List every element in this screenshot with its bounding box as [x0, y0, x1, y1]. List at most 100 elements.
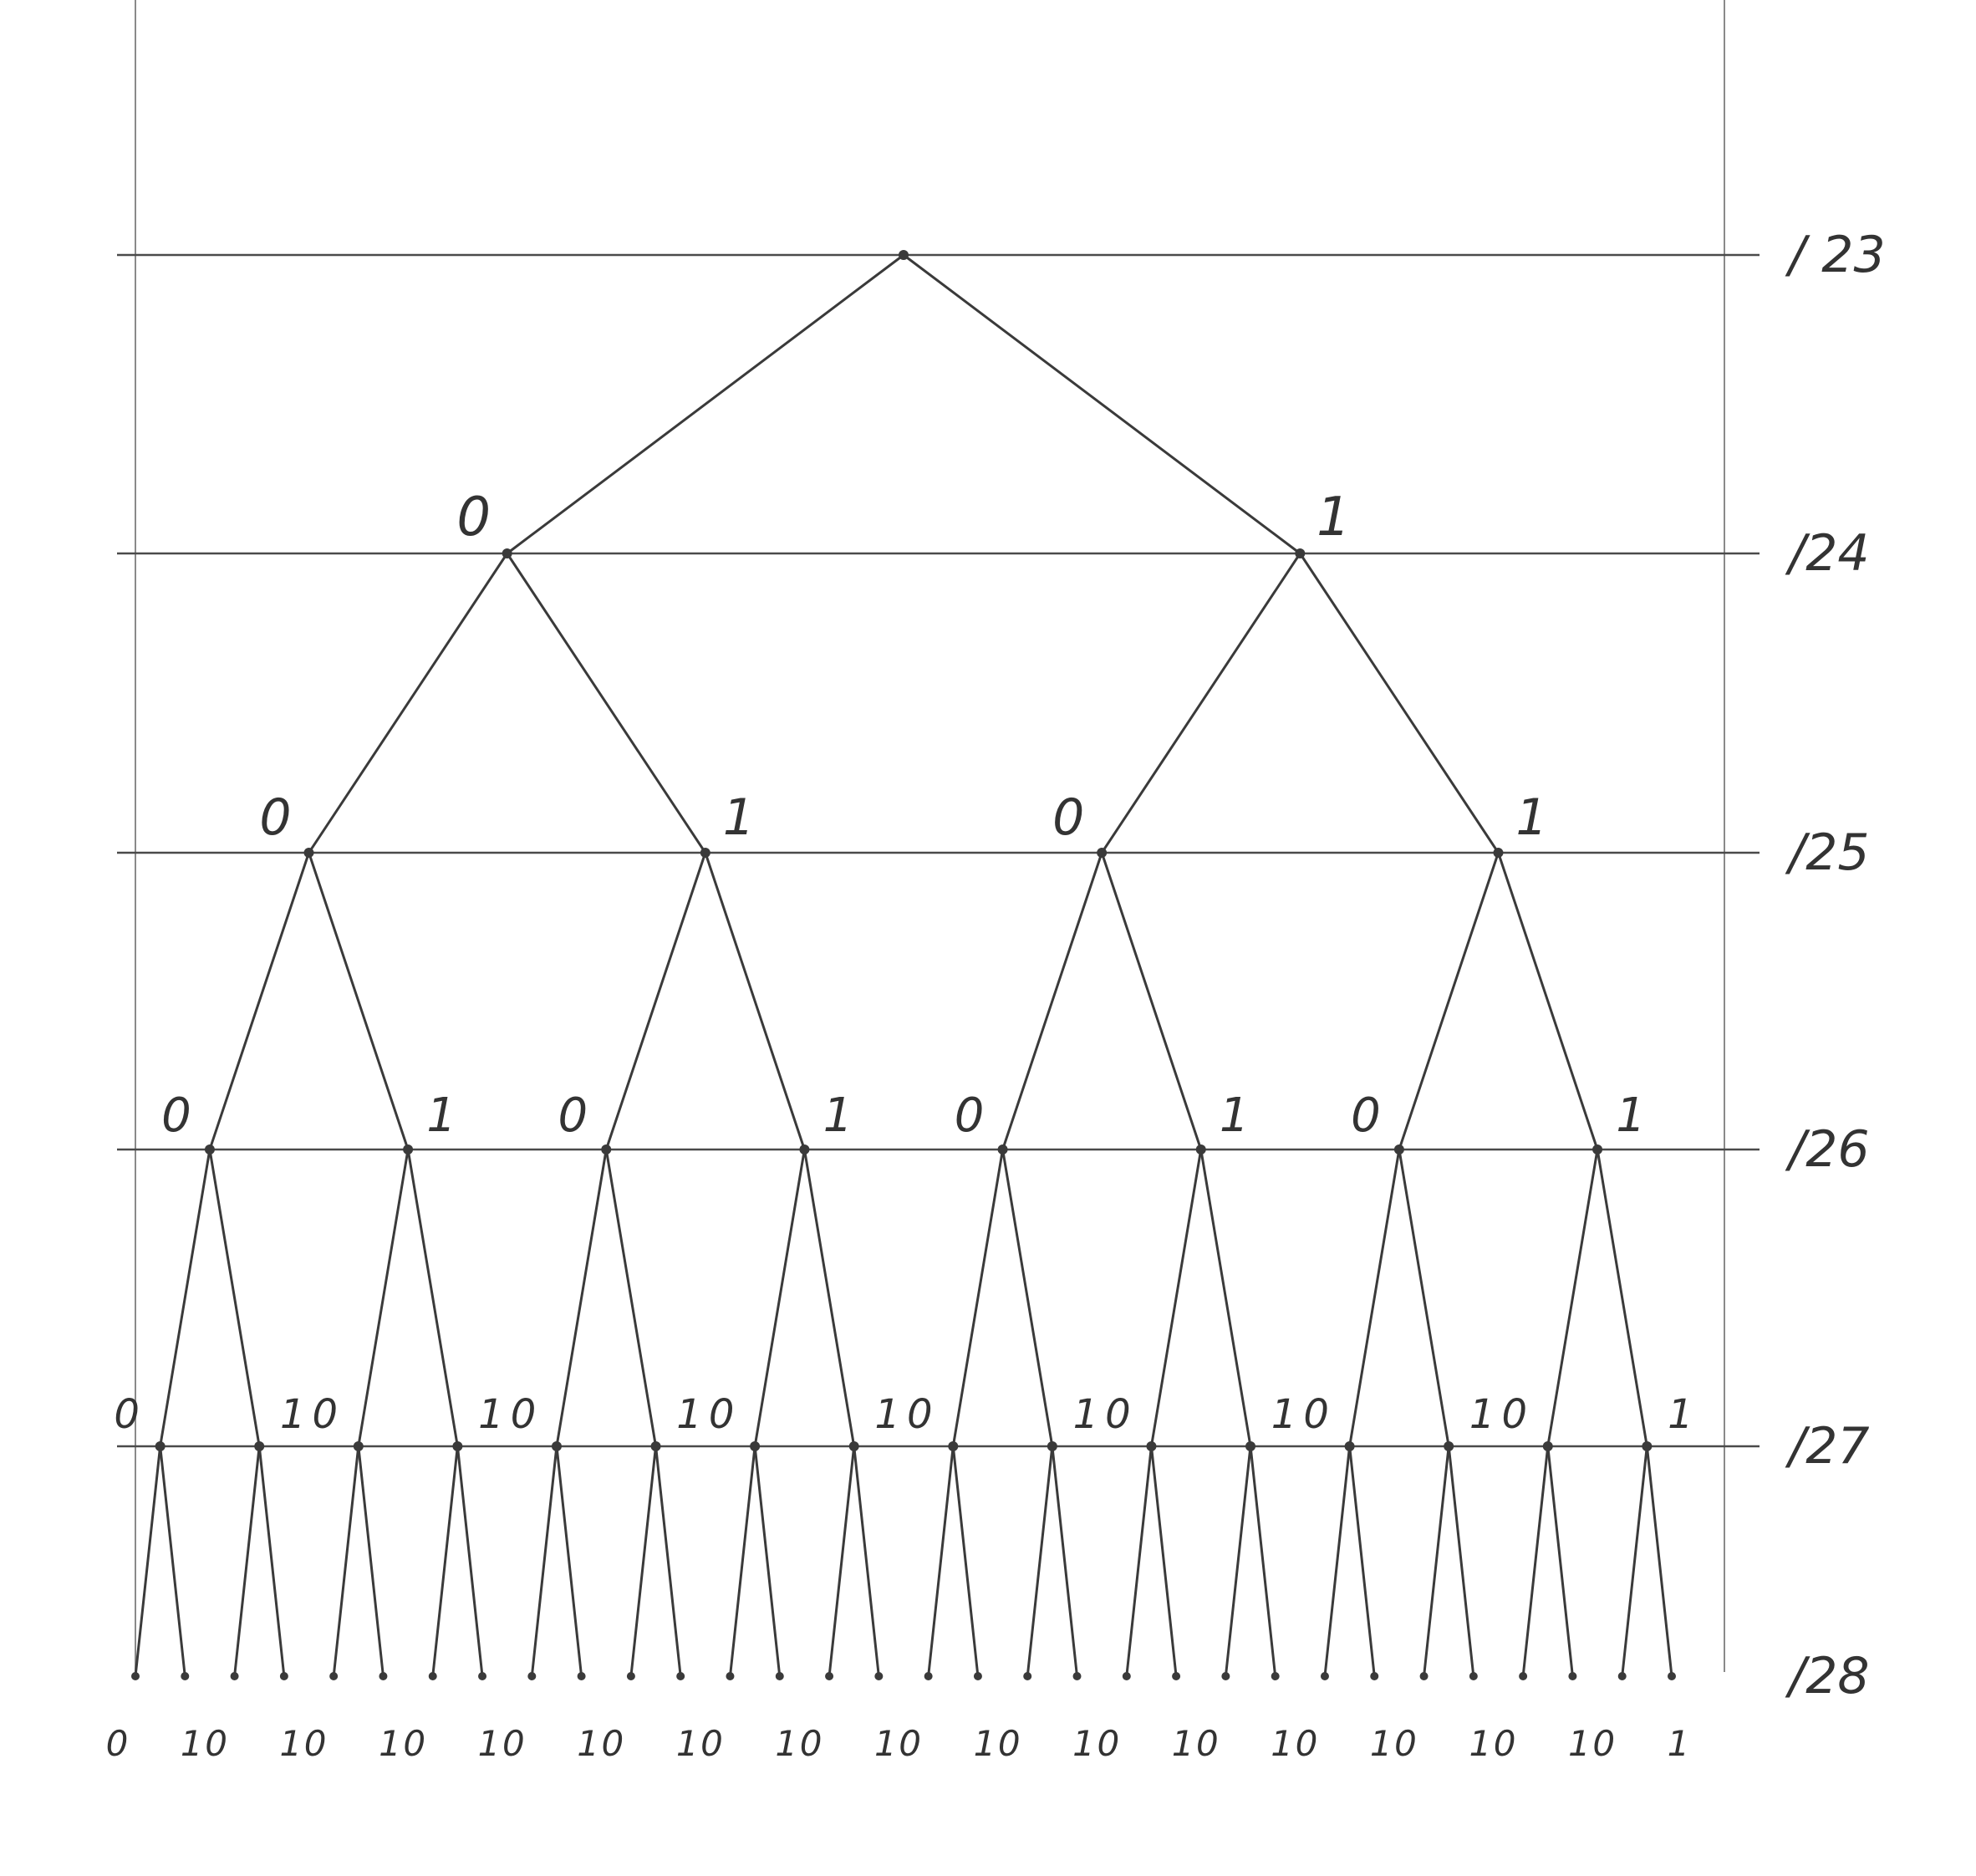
tree-edge	[951, 1445, 980, 1678]
tree-edge	[1496, 851, 1599, 1151]
bit-label-left: 0	[1303, 1391, 1329, 1438]
leaf-node	[1469, 1672, 1478, 1680]
level-label: /28	[1785, 1647, 1870, 1705]
tree-edge	[728, 1445, 756, 1678]
tree-edge	[1001, 851, 1103, 1151]
leaf-node	[478, 1672, 487, 1680]
bit-label-left: 0	[502, 1723, 525, 1764]
tree-edge	[654, 1445, 682, 1678]
bit-label-right: 1	[823, 1088, 853, 1143]
bit-label-left: 0	[1351, 1088, 1381, 1143]
tree-edge	[1199, 1148, 1252, 1448]
leaf-node	[1023, 1672, 1032, 1680]
tree-edge	[555, 1445, 583, 1678]
tree-node	[750, 1441, 761, 1451]
tree-edge	[802, 1148, 856, 1448]
tree-edge	[233, 1445, 261, 1678]
bit-label-right: 1	[379, 1723, 401, 1764]
bit-label-right: 1	[723, 788, 755, 847]
leaf-node	[1172, 1672, 1181, 1680]
tree-edge	[1149, 1445, 1178, 1678]
bit-label-right: 1	[1370, 1723, 1393, 1764]
tree-edge	[1323, 1445, 1352, 1678]
leaf-node	[1072, 1672, 1082, 1680]
tree-edge	[1521, 1445, 1550, 1678]
level-label: /24	[1785, 524, 1870, 583]
tree-node	[1542, 1441, 1553, 1451]
bit-label-right: 1	[1616, 1088, 1646, 1143]
tree-node	[1393, 1144, 1404, 1155]
tree-edge	[1298, 552, 1500, 854]
bit-label-left: 0	[899, 1723, 921, 1764]
tree-edge	[927, 1445, 955, 1678]
bit-label-right: 1	[1316, 487, 1351, 548]
leaf-node	[1221, 1672, 1230, 1680]
bit-label-left: 0	[205, 1723, 227, 1764]
leaf-node	[973, 1672, 982, 1680]
tree-edge	[208, 1148, 261, 1448]
leaf-node	[1519, 1672, 1528, 1680]
bit-label-right: 1	[1515, 788, 1547, 847]
bit-label-right: 1	[1568, 1723, 1591, 1764]
tree-edge	[1125, 1445, 1153, 1678]
bit-label-left: 0	[313, 1391, 339, 1438]
bit-label-left: 0	[114, 1391, 140, 1438]
tree-edge	[1596, 1148, 1648, 1448]
bit-label-left: 0	[1394, 1723, 1417, 1764]
level-label: /25	[1785, 823, 1870, 882]
bit-label-left: 0	[907, 1391, 933, 1438]
page-frame	[135, 0, 1725, 1672]
bit-label-right: 1	[280, 1723, 303, 1764]
bit-label-right: 1	[1073, 1391, 1099, 1438]
tree-edge	[1224, 1445, 1252, 1678]
tree-edges	[134, 253, 1673, 1678]
tree-edge	[257, 1445, 286, 1678]
tree-edge	[1546, 1148, 1599, 1448]
tree-edge	[604, 851, 707, 1151]
bit-label-left: 0	[709, 1391, 735, 1438]
tree-node	[502, 548, 512, 558]
bit-label-left: 0	[700, 1723, 723, 1764]
tree-node	[1642, 1441, 1653, 1451]
bit-label-left: 0	[304, 1723, 327, 1764]
leaf-node	[577, 1672, 586, 1680]
bit-label-left: 0	[106, 1723, 129, 1764]
tree-node	[303, 848, 314, 858]
leaf-node	[775, 1672, 784, 1680]
leaf-node	[1419, 1672, 1429, 1680]
tree-edge	[308, 552, 509, 854]
bit-label-right: 1	[478, 1391, 504, 1438]
tree-node	[551, 1441, 562, 1451]
tree-edge	[134, 1445, 162, 1678]
bit-label-right: 1	[1172, 1723, 1194, 1764]
tree-edge	[753, 1445, 782, 1678]
leaf-node	[874, 1672, 884, 1680]
tree-node	[948, 1441, 959, 1451]
tree-edge	[159, 1445, 186, 1678]
bit-label-right: 1	[1469, 1723, 1491, 1764]
tree-edge	[1001, 1148, 1054, 1448]
bit-label-left: 0	[1105, 1391, 1131, 1438]
tree-edge	[431, 1445, 459, 1678]
tree-edge	[332, 1445, 360, 1678]
bit-label-right: 1	[1072, 1723, 1095, 1764]
tree-node	[1146, 1441, 1157, 1451]
tree-edge	[629, 1445, 658, 1678]
leaf-node	[379, 1672, 388, 1680]
tree-edge	[1100, 851, 1203, 1151]
level-labels: / 23/24/25/26/27/28	[1785, 226, 1886, 1705]
tree-nodes	[131, 250, 1676, 1680]
bit-label-right: 1	[874, 1723, 897, 1764]
bit-label-left: 0	[800, 1723, 822, 1764]
leaf-node	[329, 1672, 339, 1680]
tree-node	[1592, 1144, 1603, 1155]
tree-node	[848, 1441, 859, 1451]
tree-node	[700, 848, 710, 858]
bit-labels: 0 10 1 0 10 1 0 1 0 1 0 10 1 0 1 0 1 0 1 0 1 0 1 0 1 0 10 1 0 1 0 1 0 1 0 1…	[106, 487, 1693, 1764]
tree-node	[155, 1441, 166, 1451]
tree-edge	[308, 851, 410, 1151]
tree-node	[1344, 1441, 1355, 1451]
bit-label-left: 0	[1196, 1723, 1219, 1764]
bit-label-left: 0	[1052, 788, 1084, 847]
